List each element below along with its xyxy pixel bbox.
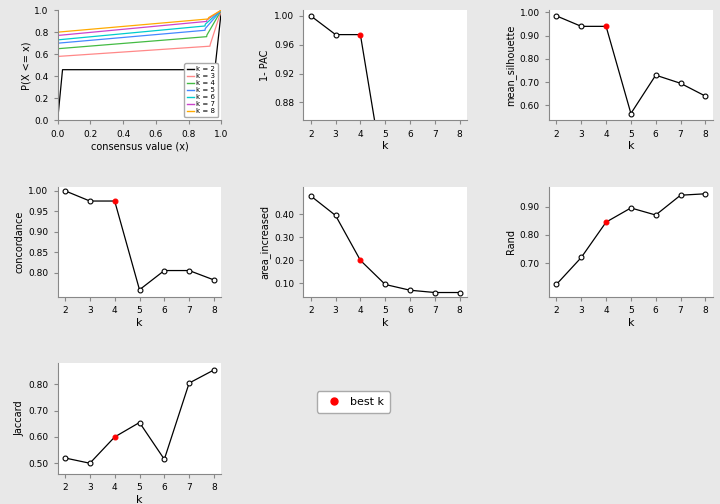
Y-axis label: mean_silhouette: mean_silhouette — [505, 25, 516, 106]
Y-axis label: P(X <= x): P(X <= x) — [22, 41, 32, 90]
X-axis label: k: k — [382, 318, 389, 328]
Legend: k = 2, k = 3, k = 4, k = 5, k = 6, k = 7, k = 8: k = 2, k = 3, k = 4, k = 5, k = 6, k = 7… — [184, 63, 218, 117]
X-axis label: k: k — [628, 141, 634, 151]
X-axis label: k: k — [628, 318, 634, 328]
Y-axis label: concordance: concordance — [14, 211, 24, 273]
Y-axis label: 1- PAC: 1- PAC — [260, 49, 270, 81]
Legend: best k: best k — [317, 392, 390, 413]
X-axis label: consensus value (x): consensus value (x) — [91, 141, 189, 151]
Y-axis label: Rand: Rand — [505, 229, 516, 255]
X-axis label: k: k — [136, 318, 143, 328]
X-axis label: k: k — [136, 494, 143, 504]
X-axis label: k: k — [382, 141, 389, 151]
Y-axis label: area_increased: area_increased — [259, 205, 270, 279]
Y-axis label: Jaccard: Jaccard — [14, 401, 24, 436]
